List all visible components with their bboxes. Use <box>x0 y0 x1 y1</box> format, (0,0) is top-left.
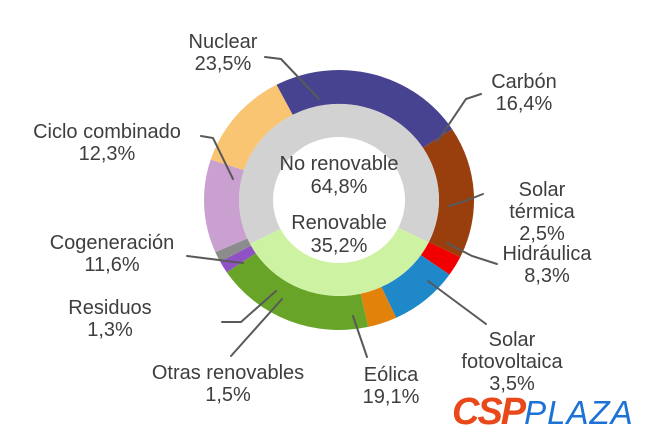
leader-line-ciclo-combinado <box>200 135 234 180</box>
segment-hidraulica <box>381 255 450 318</box>
label-carbon: Carbón 16,4% <box>491 71 557 115</box>
label-residuos: Residuos 1,3% <box>68 297 152 341</box>
logo-csp-text: CSP <box>452 391 526 433</box>
leader-line-residuos <box>221 290 277 323</box>
segment-nuclear <box>276 70 453 148</box>
leader-line-cogeneracion <box>186 255 244 264</box>
leader-line-solar-fotovoltaica <box>427 280 487 325</box>
segment-residuos <box>215 238 251 262</box>
leader-line-nuclear <box>264 56 320 100</box>
segment-solar-termica <box>420 242 461 275</box>
label-cogeneracion: Cogeneración 11,6% <box>49 232 175 276</box>
label-otras-renovables: Otras renovables 1,5% <box>151 362 305 406</box>
leader-line-carbon <box>436 93 482 143</box>
segment-solar-fotovoltaica <box>360 286 397 327</box>
leader-line-solar-termica <box>448 193 484 207</box>
label-hidraulica: Hidráulica 8,3% <box>502 243 592 287</box>
segment-carbon <box>422 129 475 258</box>
leader-line-eolica <box>352 315 368 358</box>
label-solar-fotovoltaica: Solar fotovoltaica 3,5% <box>461 329 563 395</box>
center-label-renovable-value: 35,2% <box>310 235 368 257</box>
center-label-no-renovable-text: No renovable <box>279 153 399 175</box>
inner-segment-no-renovable <box>238 103 439 244</box>
label-solar-termica: Solar térmica 2,5% <box>509 179 575 245</box>
segment-cogeneracion <box>204 159 248 253</box>
label-ciclo-combinado: Ciclo combinado 12,3% <box>33 121 181 165</box>
center-label-no-renovable: No renovable 64,8% <box>280 153 399 199</box>
label-eolica: Eólica 19,1% <box>362 364 420 408</box>
logo-plaza-text: PLAZA <box>524 394 634 431</box>
inner-segment-renovable <box>250 227 429 296</box>
center-label-renovable-text: Renovable <box>291 212 387 234</box>
cspplaza-logo: CSP PLAZA <box>452 393 634 431</box>
center-label-renovable: Renovable 35,2% <box>291 212 387 258</box>
segment-ciclo-combinado <box>210 84 293 171</box>
leader-line-hidraulica <box>446 242 498 265</box>
label-nuclear: Nuclear 23,5% <box>188 31 258 75</box>
segment-eolica <box>226 253 369 330</box>
leader-line-otras-renovables <box>230 298 283 357</box>
center-label-no-renovable-value: 64,8% <box>310 176 368 198</box>
segment-otras-renovables <box>220 245 256 273</box>
